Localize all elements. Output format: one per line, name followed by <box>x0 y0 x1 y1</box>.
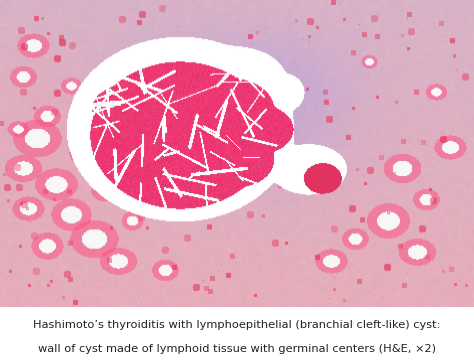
Text: Hashimoto’s thyroiditis with lymphoepithelial (branchial cleft-like) cyst:: Hashimoto’s thyroiditis with lymphoepith… <box>33 320 441 330</box>
Text: wall of cyst made of lymphoid tissue with germinal centers (H&E, ×2): wall of cyst made of lymphoid tissue wit… <box>38 344 436 354</box>
